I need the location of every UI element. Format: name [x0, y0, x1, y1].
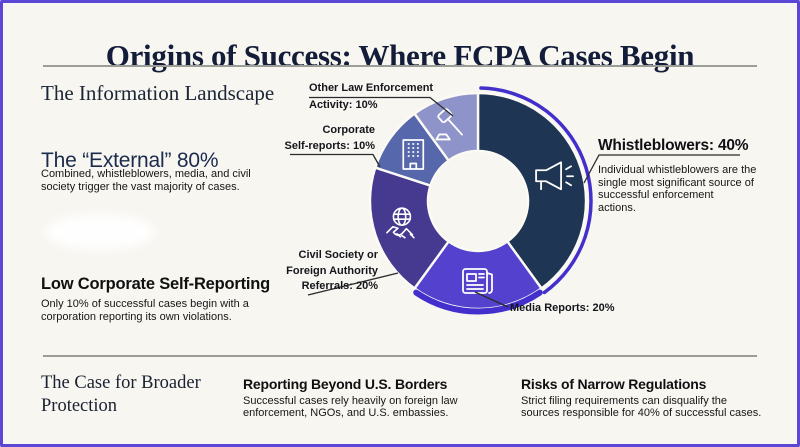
- donut-slices: [368, 86, 593, 315]
- leader-media: [474, 291, 509, 308]
- callout-lines: [290, 96, 740, 308]
- section-heading-information-landscape: The Information Landscape: [41, 81, 275, 105]
- leader-whistleblowers: [583, 154, 740, 184]
- risks-narrow-regulations-title: Risks of Narrow Regulations: [521, 376, 707, 392]
- label-media-reports: Media Reports: 20%: [510, 302, 615, 314]
- donut-slice-civil-society-or-foreign-authority-referrals: [368, 166, 450, 290]
- watermark-smudge: [45, 214, 155, 250]
- external-80-title: The “External” 80%: [41, 149, 219, 172]
- donut-chart: [290, 86, 740, 315]
- risks-narrow-regulations-body: Strict filing requirements can disqualif…: [521, 395, 762, 419]
- low-self-reporting-body: Only 10% of successful cases begin with …: [41, 298, 249, 323]
- donut-slice-whistleblowers: [476, 91, 588, 290]
- highlight-ring-1: [413, 289, 543, 315]
- reporting-beyond-borders-body: Successful cases rely heavily on foreign…: [243, 395, 458, 419]
- highlight-ring-0: [479, 86, 593, 295]
- external-80-body: Combined, whistleblowers, media, and civ…: [41, 168, 251, 193]
- section-heading-broader-protection: The Case for Broader Protection: [41, 373, 201, 416]
- whistleblowers-title: Whistleblowers: 40%: [598, 137, 749, 154]
- reporting-beyond-borders-title: Reporting Beyond U.S. Borders: [243, 376, 448, 392]
- leader-corporate: [290, 153, 381, 168]
- label-civil-society-referrals: Civil Society or Foreign Authority Refer…: [286, 249, 378, 292]
- whistleblowers-body: Individual whistleblowers are the single…: [598, 164, 757, 214]
- donut-slice-other-law-enforcement-activity: [413, 91, 480, 162]
- label-corporate-self-reports: Corporate Self-reports: 10%: [284, 124, 375, 152]
- top-divider: [43, 65, 757, 67]
- low-self-reporting-title: Low Corporate Self-Reporting: [41, 275, 271, 293]
- label-other-law-enforcement: Other Law Enforcement Activity: 10%: [309, 82, 434, 111]
- leader-other-law: [309, 96, 454, 117]
- bottom-divider: [43, 355, 757, 357]
- leader-civil-society: [307, 272, 399, 296]
